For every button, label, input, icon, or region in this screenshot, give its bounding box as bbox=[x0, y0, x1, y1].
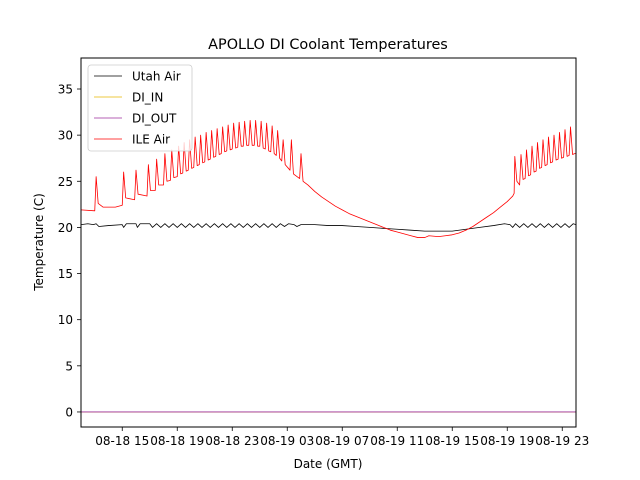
x-tick-label: 08-19 11 bbox=[370, 434, 424, 448]
legend-label: Utah Air bbox=[132, 70, 181, 84]
y-tick-label: 5 bbox=[65, 359, 73, 373]
y-tick-label: 20 bbox=[58, 221, 73, 235]
y-tick-label: 0 bbox=[65, 405, 73, 419]
x-tick-label: 08-18 19 bbox=[150, 434, 204, 448]
y-axis-label: Temperature (C) bbox=[32, 193, 46, 292]
y-tick-label: 25 bbox=[58, 175, 73, 189]
y-tick-label: 30 bbox=[58, 129, 73, 143]
legend-label: DI_OUT bbox=[132, 112, 177, 126]
series-line-ile-air bbox=[81, 119, 576, 238]
x-axis: 08-18 15 08-18 19 08-18 23 08-19 03 08-19 07… bbox=[95, 427, 589, 448]
x-tick-label: 08-19 03 bbox=[260, 434, 314, 448]
x-tick-label: 08-19 15 bbox=[425, 434, 479, 448]
legend-item: Utah Air bbox=[94, 70, 181, 84]
legend-item: DI_OUT bbox=[94, 112, 177, 126]
legend-box bbox=[87, 64, 193, 152]
axes-frame bbox=[80, 57, 577, 428]
y-tick-label: 35 bbox=[58, 83, 73, 97]
legend-item: DI_IN bbox=[94, 91, 163, 105]
chart-title: APOLLO DI Coolant Temperatures bbox=[208, 37, 448, 53]
y-axis: 0 5 10 15 20 25 30 35 bbox=[58, 83, 81, 419]
x-tick-label: 08-19 07 bbox=[315, 434, 369, 448]
x-tick-label: 08-18 23 bbox=[205, 434, 259, 448]
legend-label: ILE Air bbox=[132, 133, 170, 147]
x-tick-label: 08-19 19 bbox=[480, 434, 534, 448]
legend: Utah Air DI_IN DI_OUT ILE Air bbox=[87, 64, 193, 152]
y-tick-label: 15 bbox=[58, 267, 73, 281]
series-line-utah-air bbox=[81, 223, 576, 232]
x-tick-label: 08-18 15 bbox=[95, 434, 149, 448]
legend-label: DI_IN bbox=[132, 91, 163, 105]
legend-item: ILE Air bbox=[94, 133, 170, 147]
plot-area bbox=[81, 119, 576, 413]
x-tick-label: 08-19 23 bbox=[535, 434, 589, 448]
x-axis-label: Date (GMT) bbox=[294, 457, 363, 471]
y-tick-label: 10 bbox=[58, 313, 73, 327]
